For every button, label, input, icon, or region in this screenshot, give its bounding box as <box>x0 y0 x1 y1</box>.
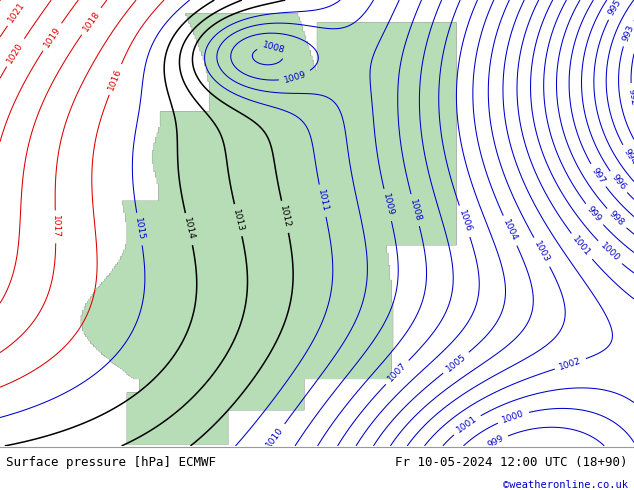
Text: 1012: 1012 <box>278 205 292 229</box>
Text: 1013: 1013 <box>231 208 245 232</box>
Text: 1007: 1007 <box>386 361 408 384</box>
Text: Surface pressure [hPa] ECMWF: Surface pressure [hPa] ECMWF <box>6 456 216 469</box>
Text: ©weatheronline.co.uk: ©weatheronline.co.uk <box>503 480 628 490</box>
Text: 1014: 1014 <box>182 217 196 241</box>
Text: 1016: 1016 <box>107 67 124 92</box>
Text: 992: 992 <box>626 87 634 106</box>
Text: 1005: 1005 <box>444 352 468 373</box>
Text: Fr 10-05-2024 12:00 UTC (18+90): Fr 10-05-2024 12:00 UTC (18+90) <box>395 456 628 469</box>
Text: 1017: 1017 <box>51 215 60 239</box>
Text: 1006: 1006 <box>456 209 472 234</box>
Text: 995: 995 <box>607 0 623 18</box>
Text: 1000: 1000 <box>501 409 526 425</box>
Text: 1015: 1015 <box>133 217 146 241</box>
Text: 1020: 1020 <box>6 41 25 65</box>
Text: 1009: 1009 <box>283 70 307 85</box>
Text: 1008: 1008 <box>408 198 422 222</box>
Text: 1003: 1003 <box>533 240 552 265</box>
Text: 999: 999 <box>486 434 505 450</box>
Text: 1008: 1008 <box>261 40 285 55</box>
Text: 1018: 1018 <box>81 9 101 33</box>
Text: 1019: 1019 <box>42 25 62 49</box>
Text: 998: 998 <box>607 209 626 228</box>
Text: 1001: 1001 <box>455 415 479 435</box>
Text: 1011: 1011 <box>316 189 329 213</box>
Text: 1021: 1021 <box>6 0 27 24</box>
Text: 994: 994 <box>621 147 634 166</box>
Text: 1010: 1010 <box>264 425 285 449</box>
Text: 1001: 1001 <box>571 235 592 258</box>
Text: 1000: 1000 <box>598 242 621 264</box>
Text: 1002: 1002 <box>558 356 583 372</box>
Text: 1009: 1009 <box>381 193 395 217</box>
Text: 1004: 1004 <box>501 219 519 243</box>
Text: 993: 993 <box>621 24 634 43</box>
Text: 997: 997 <box>590 166 607 185</box>
Text: 999: 999 <box>585 205 604 224</box>
Text: 996: 996 <box>609 172 627 192</box>
